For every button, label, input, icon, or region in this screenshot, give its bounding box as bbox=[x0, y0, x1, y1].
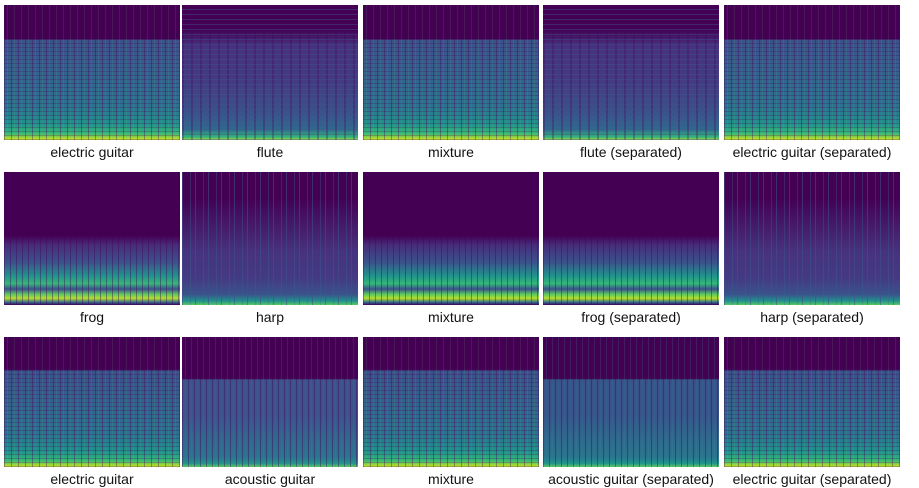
spectrogram bbox=[182, 337, 358, 467]
panel-label: acoustic guitar bbox=[172, 471, 368, 487]
spectrogram bbox=[543, 172, 719, 305]
panel-label: electric guitar bbox=[0, 471, 190, 487]
spectrogram bbox=[4, 5, 180, 140]
panel-label: mixture bbox=[353, 471, 549, 487]
panel-label: electric guitar (separated) bbox=[714, 471, 910, 487]
spectrogram bbox=[363, 5, 539, 140]
spectrogram bbox=[543, 337, 719, 467]
panel-label: mixture bbox=[353, 309, 549, 325]
spectrogram bbox=[4, 172, 180, 305]
panel-label: flute bbox=[172, 144, 368, 160]
spectrogram bbox=[4, 337, 180, 467]
panel-label: acoustic guitar (separated) bbox=[533, 471, 729, 487]
spectrogram bbox=[363, 172, 539, 305]
panel-label: mixture bbox=[353, 144, 549, 160]
spectrogram bbox=[182, 5, 358, 140]
spectrogram bbox=[543, 5, 719, 140]
panel-label: electric guitar (separated) bbox=[714, 144, 910, 160]
spectrogram bbox=[724, 172, 900, 305]
panel-label: flute (separated) bbox=[533, 144, 729, 160]
panel-label: harp bbox=[172, 309, 368, 325]
spectrogram bbox=[363, 337, 539, 467]
panel-label: frog bbox=[0, 309, 190, 325]
spectrogram bbox=[182, 172, 358, 305]
figure: electric guitarflutemixtureflute (separa… bbox=[0, 0, 919, 488]
panel-label: electric guitar bbox=[0, 144, 190, 160]
panel-label: harp (separated) bbox=[714, 309, 910, 325]
panel-label: frog (separated) bbox=[533, 309, 729, 325]
spectrogram bbox=[724, 337, 900, 467]
spectrogram bbox=[724, 5, 900, 140]
